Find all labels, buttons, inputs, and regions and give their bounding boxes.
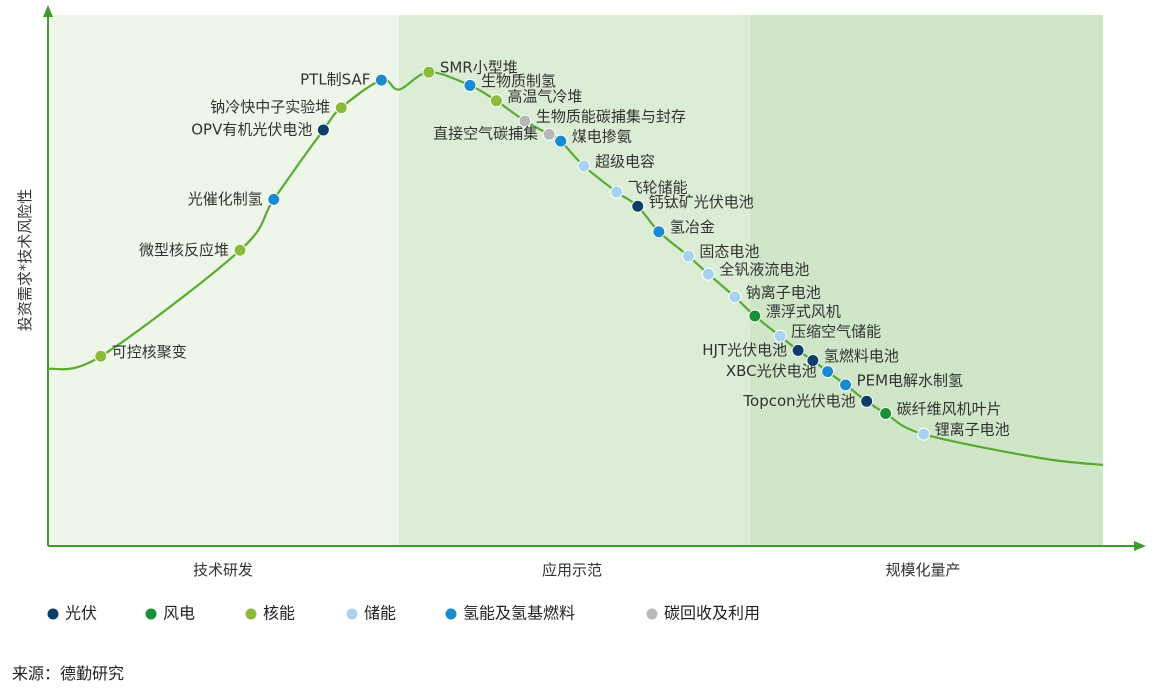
point-label: 钠冷快中子实验堆 bbox=[210, 98, 330, 116]
stage-label-1: 技术研发 bbox=[193, 561, 253, 579]
stage-labels: 技术研发 应用示范 规模化量产 bbox=[193, 561, 961, 579]
legend-item: 核能 bbox=[245, 604, 295, 623]
point-label: PEM电解水制氢 bbox=[857, 371, 963, 389]
y-axis-title: 投资需求*技术风险性 bbox=[16, 189, 34, 332]
data-point bbox=[806, 354, 820, 367]
legend-label: 风电 bbox=[163, 604, 195, 623]
stage-band-3 bbox=[750, 15, 1103, 546]
point-label: OPV有机光伏电池 bbox=[191, 120, 312, 138]
legend-item: 储能 bbox=[346, 604, 396, 623]
point-label: 全钒液流电池 bbox=[719, 261, 809, 279]
point-label: SMR小型堆 bbox=[440, 59, 518, 77]
data-point bbox=[542, 127, 556, 141]
point-label: PTL制SAF bbox=[300, 71, 370, 89]
point-label: Topcon光伏电池 bbox=[742, 392, 855, 410]
legend-marker bbox=[346, 608, 358, 620]
legend-label: 碳回收及利用 bbox=[664, 604, 760, 623]
data-point bbox=[94, 349, 108, 363]
data-point bbox=[701, 267, 715, 281]
legend-label: 核能 bbox=[263, 604, 295, 623]
legend-marker bbox=[245, 608, 257, 620]
point-label: 可控核聚变 bbox=[112, 343, 187, 361]
legend-item: 碳回收及利用 bbox=[646, 604, 760, 623]
data-point bbox=[463, 78, 477, 92]
point-label: 碳纤维风机叶片 bbox=[897, 400, 1002, 418]
data-point bbox=[316, 123, 330, 137]
data-point bbox=[610, 185, 624, 199]
point-label: 煤电掺氨 bbox=[572, 128, 632, 146]
point-label: 压缩空气储能 bbox=[791, 323, 881, 341]
stage-band-1 bbox=[48, 15, 399, 546]
point-label: 生物质制氢 bbox=[481, 72, 556, 90]
legend-label: 光伏 bbox=[65, 604, 97, 623]
legend-item: 风电 bbox=[145, 604, 195, 623]
point-label: 钙钛矿光伏电池 bbox=[649, 193, 754, 211]
stage-band-2 bbox=[399, 15, 750, 546]
point-label: HJT光伏电池 bbox=[702, 341, 787, 359]
legend-item: 光伏 bbox=[47, 604, 97, 623]
data-point bbox=[773, 329, 787, 343]
legend-marker bbox=[145, 608, 157, 620]
point-label: 钠离子电池 bbox=[746, 283, 821, 301]
data-point bbox=[748, 309, 762, 323]
point-label: 超级电容 bbox=[595, 152, 655, 170]
legend-marker bbox=[445, 608, 457, 620]
axes bbox=[43, 5, 1146, 551]
point-label: 直接空气碳捕集 bbox=[433, 125, 538, 143]
data-point bbox=[374, 73, 388, 87]
point-label: 漂浮式风机 bbox=[766, 302, 841, 320]
data-point bbox=[917, 427, 931, 441]
legend-label: 储能 bbox=[364, 604, 396, 623]
data-point bbox=[860, 394, 874, 408]
data-point bbox=[839, 378, 853, 392]
point-label: 生物质能碳捕集与封存 bbox=[536, 107, 686, 125]
data-point bbox=[681, 249, 695, 263]
point-label: 锂离子电池 bbox=[935, 421, 1010, 439]
point-label: 微型核反应堆 bbox=[139, 241, 229, 259]
legend-item: 氢能及氢基燃料 bbox=[445, 604, 575, 623]
data-point bbox=[267, 192, 281, 206]
point-label: XBC光伏电池 bbox=[726, 362, 817, 380]
data-point bbox=[631, 199, 645, 213]
data-point bbox=[422, 65, 436, 79]
data-point bbox=[489, 94, 503, 108]
data-point bbox=[652, 225, 666, 239]
point-label: 固态电池 bbox=[699, 243, 759, 261]
x-axis-arrow-icon bbox=[1134, 541, 1146, 551]
data-point bbox=[728, 290, 742, 304]
y-axis-arrow-icon bbox=[43, 5, 53, 17]
stage-label-2: 应用示范 bbox=[542, 561, 602, 579]
point-label: 氢燃料电池 bbox=[824, 347, 899, 365]
data-point bbox=[821, 365, 835, 379]
data-point bbox=[233, 243, 247, 257]
source-note: 来源：德勤研究 bbox=[12, 664, 125, 683]
legend: 光伏 风电 核能 储能 氢能及氢基燃料 碳回收及利用 bbox=[47, 604, 760, 623]
point-label: 高温气冷堆 bbox=[507, 87, 582, 105]
data-point bbox=[879, 407, 893, 420]
point-label: 飞轮储能 bbox=[628, 178, 688, 196]
point-label: 光催化制氢 bbox=[188, 190, 263, 208]
point-label: 氢冶金 bbox=[670, 218, 715, 236]
legend-marker bbox=[646, 608, 658, 620]
data-point bbox=[518, 114, 532, 128]
stage-label-3: 规模化量产 bbox=[885, 561, 960, 579]
data-point bbox=[554, 134, 568, 148]
data-points: 可控核聚变 微型核反应堆 光催化制氢 OPV有机光伏电池 钠冷快中子实验堆 PTL制SAF… bbox=[94, 59, 1010, 441]
legend-marker bbox=[47, 608, 59, 620]
legend-label: 氢能及氢基燃料 bbox=[463, 604, 575, 623]
data-point bbox=[334, 101, 348, 115]
data-point bbox=[791, 343, 805, 357]
data-point bbox=[577, 159, 591, 173]
